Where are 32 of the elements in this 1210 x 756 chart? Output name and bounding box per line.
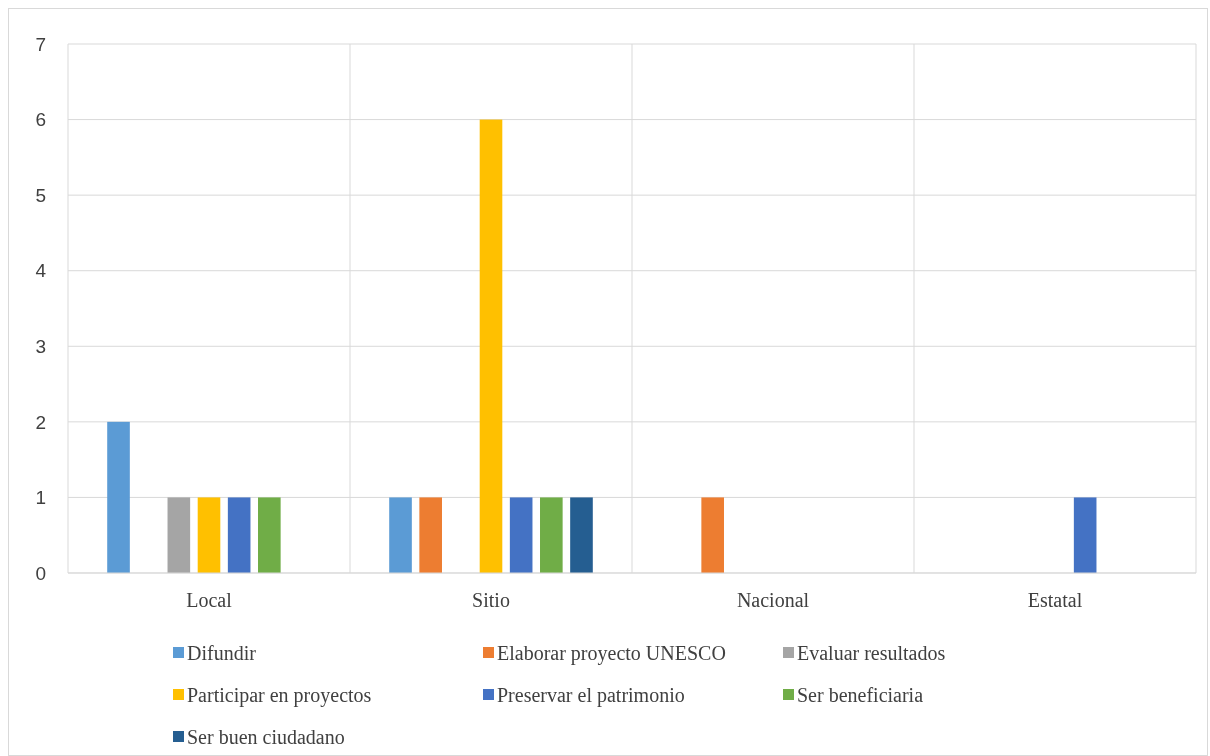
- bar: [389, 497, 412, 573]
- legend-label: Ser beneficiaria: [797, 684, 924, 706]
- bar: [509, 497, 533, 573]
- x-tick-label: Nacional: [736, 589, 810, 611]
- bar: [227, 497, 251, 573]
- y-tick-label: 1: [35, 487, 46, 509]
- y-tick-label: 3: [35, 335, 46, 357]
- y-tick-label: 5: [35, 184, 46, 206]
- bar: [570, 497, 593, 573]
- bar: [419, 497, 442, 573]
- legend-label: Evaluar resultados: [797, 642, 946, 664]
- legend-label: Participar en proyectos: [187, 684, 372, 707]
- y-tick-label: 4: [35, 260, 47, 282]
- bar: [479, 119, 503, 573]
- bar: [701, 497, 724, 573]
- x-tick-label: Estatal: [1027, 589, 1083, 611]
- legend-label: Difundir: [187, 642, 257, 664]
- y-tick-label: 6: [35, 109, 46, 131]
- bar: [540, 497, 563, 573]
- legend-label: Preservar el patrimonio: [497, 684, 685, 707]
- bar: [1073, 497, 1097, 573]
- legend-label: Ser buen ciudadano: [187, 726, 345, 748]
- x-tick-label: Sitio: [472, 589, 510, 611]
- bar: [107, 421, 130, 573]
- y-tick-label: 0: [35, 562, 46, 584]
- bar: [167, 497, 191, 573]
- y-tick-label: 2: [35, 411, 46, 433]
- y-tick-label: 7: [35, 33, 46, 55]
- bar: [197, 497, 221, 573]
- x-tick-label: Local: [186, 589, 233, 611]
- bar: [258, 497, 281, 573]
- legend-label: Elaborar proyecto UNESCO: [497, 642, 726, 665]
